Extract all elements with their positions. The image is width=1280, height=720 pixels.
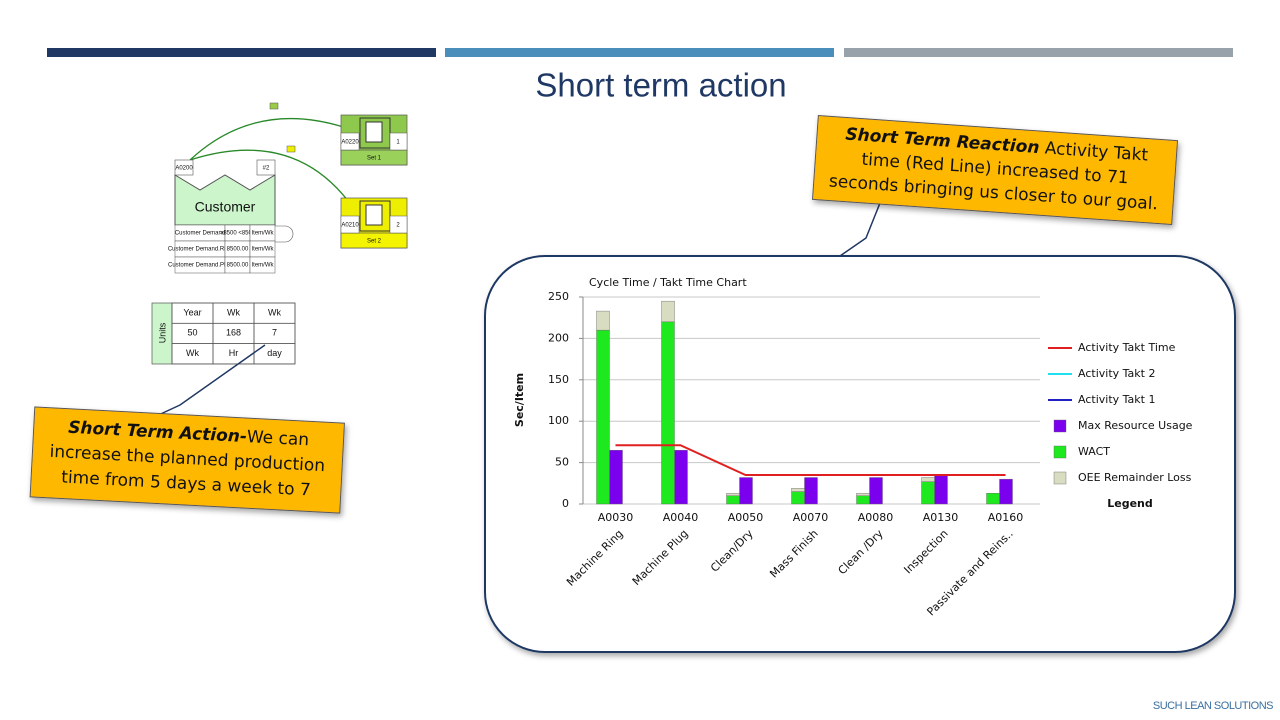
units-cell: [253, 343, 296, 365]
legend-label: OEE Remainder Loss: [1078, 471, 1192, 484]
bar: [791, 488, 805, 492]
customer-id: A0200: [175, 166, 193, 172]
set-id: A0220: [341, 140, 359, 146]
y-tick-label: 200: [548, 331, 569, 344]
top-bar: [844, 48, 1233, 57]
bar: [661, 321, 675, 505]
set-label: Set 2: [367, 239, 382, 245]
vsm-cell-text: Customer Demand: [175, 231, 225, 237]
vsm-cell-text: Item/Wk: [252, 231, 275, 237]
vsm-cell-text: Item/Wk: [252, 247, 275, 253]
bar: [726, 493, 740, 496]
arrow-tag: [269, 102, 279, 110]
top-bar: [47, 48, 436, 57]
callout-box: [811, 115, 1179, 225]
units-cell-text: 50: [187, 328, 197, 338]
y-tick-label: 0: [562, 497, 569, 510]
x-tick-label: A0070: [793, 511, 829, 524]
units-cell-text: Wk: [268, 307, 281, 317]
legend-label: WACT: [1078, 445, 1110, 458]
legend-swatch: [1053, 445, 1067, 459]
customer-tag: #2: [263, 166, 270, 172]
bar: [674, 449, 688, 505]
id-box: [174, 159, 194, 176]
units-cell-text: Year: [183, 307, 201, 317]
units-table: Units Year Wk Wk 50 168 7 Wk Hr day: [151, 302, 296, 365]
vsm-cell: [249, 256, 276, 274]
y-tick-label: 250: [548, 290, 569, 303]
legend-label: Max Resource Usage: [1078, 419, 1193, 432]
legend-title: Legend: [1107, 497, 1153, 510]
y-tick-label: 150: [548, 373, 569, 386]
vsm-cell-text: Customer Demand.Plug: [168, 263, 232, 269]
x-tick-label: A0080: [858, 511, 894, 524]
vsm-cell-text: Customer Demand.Ring: [168, 247, 232, 253]
vsm-cell-text: Item/Wk: [252, 263, 275, 269]
units-cell-text: Wk: [186, 348, 199, 358]
x-tick-label: A0050: [728, 511, 764, 524]
set-count: 1: [396, 140, 400, 146]
units-cell-text: 168: [226, 328, 241, 338]
y-tick-label: 50: [555, 456, 569, 469]
units-cell-text: Wk: [227, 307, 240, 317]
bar: [934, 475, 948, 505]
units-cell-text: Hr: [229, 348, 239, 358]
bar: [999, 478, 1013, 505]
callout-box: [29, 406, 345, 514]
x-tick-label: A0040: [663, 511, 699, 524]
units-label: Units: [157, 322, 167, 343]
arrow: [189, 149, 359, 217]
x-tick-label: A0030: [598, 511, 634, 524]
bar: [609, 449, 623, 505]
bar: [856, 493, 870, 496]
x-tick-label: A0160: [988, 511, 1024, 524]
units-cell-text: 7: [272, 328, 277, 338]
bar: [739, 477, 753, 505]
legend-label: Activity Takt 1: [1078, 393, 1155, 406]
vsm-cell-text: >8500 <8500: [220, 231, 256, 237]
customer-label: Customer: [195, 199, 256, 215]
vsm-cell-text: 8500.00: [227, 263, 249, 269]
slide-title: Short term action: [535, 67, 786, 104]
brand: SUCH LEAN SOLUTIONS: [1153, 700, 1273, 712]
bar: [921, 481, 935, 505]
legend-label: Activity Takt Time: [1078, 341, 1176, 354]
chart-title: Cycle Time / Takt Time Chart: [589, 276, 747, 289]
y-tick-label: 100: [548, 414, 569, 427]
arrow: [189, 117, 360, 161]
bar: [856, 495, 870, 505]
units-cell-text: day: [267, 348, 282, 358]
set-boxes: [340, 114, 408, 249]
callout-pointer: [839, 197, 883, 257]
bar: [804, 477, 818, 505]
takt-line: [615, 444, 1006, 477]
arrow-tag: [286, 145, 296, 153]
bar: [596, 310, 610, 331]
callout: Short Term Reaction Activity Takttime (R…: [811, 115, 1179, 225]
set-id: A0210: [341, 223, 359, 229]
bar: [869, 477, 883, 505]
bar: [726, 495, 740, 505]
bar: [986, 493, 1000, 505]
bar: [921, 477, 935, 482]
connector: [275, 225, 294, 243]
callout-text: Short Term Action-We canincrease the pla…: [48, 417, 327, 501]
legend-label: Activity Takt 2: [1078, 367, 1155, 380]
callout-line: We can: [246, 427, 309, 450]
top-bar: [445, 48, 834, 57]
x-tick-label: A0130: [923, 511, 959, 524]
bar: [661, 300, 675, 323]
legend-swatch: [1053, 419, 1067, 433]
y-axis-label: Sec/Item: [513, 373, 526, 427]
set-label: Set 1: [367, 156, 382, 162]
bar: [596, 329, 610, 505]
vsm-cell-text: 8500.00: [227, 247, 249, 253]
callout: Short Term Action-We canincrease the pla…: [29, 406, 345, 514]
set-count: 2: [396, 223, 400, 229]
legend-swatch: [1053, 471, 1067, 485]
id-box: [256, 159, 276, 176]
bar: [791, 491, 805, 505]
vsm-diagram: A0200 #2 Customer A0220 1 Set 1 A0210 2 …: [168, 102, 408, 274]
